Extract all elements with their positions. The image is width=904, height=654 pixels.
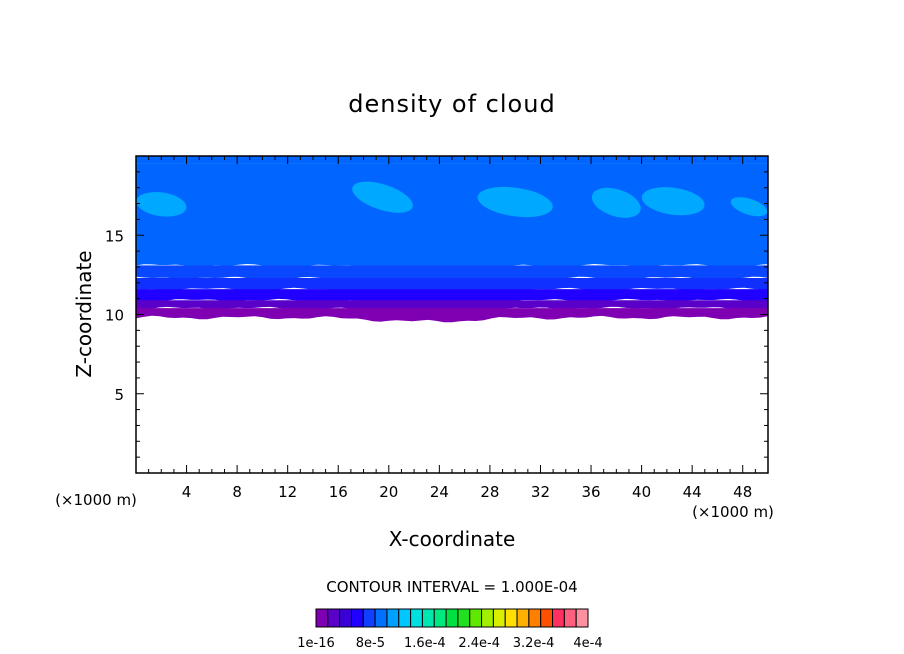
y-tick-label: 10 bbox=[105, 307, 124, 325]
cloud-patch bbox=[730, 197, 768, 217]
colorbar-swatch bbox=[350, 608, 364, 628]
cloud-band bbox=[136, 163, 768, 270]
cloud-band bbox=[136, 308, 768, 323]
x-tick-label: 32 bbox=[531, 483, 550, 501]
colorbar-swatch bbox=[492, 608, 506, 628]
colorbar-swatch bbox=[563, 608, 577, 628]
colorbar-label: 3.2e-4 bbox=[513, 636, 555, 651]
x-unit-right: (×1000 m) bbox=[692, 503, 774, 521]
colorbar-swatch bbox=[469, 608, 483, 628]
x-tick-label: 24 bbox=[430, 483, 449, 501]
x-tick-label: 8 bbox=[232, 483, 242, 501]
x-axis-label: X-coordinate bbox=[389, 527, 516, 551]
colorbar-swatch bbox=[445, 608, 459, 628]
x-axis-ticks: 4 8 12 16 20 24 28 32 36 40 44 48 bbox=[148, 156, 756, 501]
colorbar-swatch bbox=[504, 608, 518, 628]
contour-interval-text: CONTOUR INTERVAL = 1.000E-04 bbox=[326, 578, 577, 596]
colorbar-swatch bbox=[410, 608, 423, 628]
plot-frame bbox=[135, 155, 769, 474]
x-tick-label: 44 bbox=[683, 483, 702, 501]
colorbar-swatch bbox=[386, 608, 400, 628]
colorbar-swatch bbox=[552, 608, 565, 628]
colorbar-swatch bbox=[315, 608, 329, 628]
colorbar-swatch bbox=[339, 608, 352, 628]
colorbar-label: 2.4e-4 bbox=[458, 636, 500, 651]
cloud-patch bbox=[641, 187, 705, 216]
y-tick-label: 5 bbox=[114, 386, 124, 404]
y-tick-label: 15 bbox=[105, 227, 124, 245]
x-tick-label: 40 bbox=[632, 483, 651, 501]
colorbar-label: 8e-5 bbox=[356, 636, 385, 651]
cloud-patch bbox=[477, 186, 553, 218]
colorbar-labels: 1e-16 8e-5 1.6e-4 2.4e-4 3.2e-4 4e-4 bbox=[297, 636, 602, 651]
colorbar-swatch bbox=[516, 608, 530, 628]
colorbar-swatch bbox=[528, 608, 542, 628]
cloud-patch bbox=[591, 187, 641, 218]
cloud-band bbox=[136, 300, 768, 313]
x-tick-label: 36 bbox=[581, 483, 600, 501]
x-tick-label: 20 bbox=[379, 483, 398, 501]
x-tick-label: 28 bbox=[480, 483, 499, 501]
colorbar-label: 1e-16 bbox=[297, 636, 335, 651]
cloud-band bbox=[136, 289, 768, 305]
x-tick-label: 4 bbox=[182, 483, 192, 501]
x-unit-left: (×1000 m) bbox=[55, 491, 137, 509]
y-axis-ticks: 5 10 15 bbox=[105, 171, 768, 458]
x-tick-label: 12 bbox=[278, 483, 297, 501]
colorbar-swatch bbox=[327, 608, 341, 628]
x-tick-label: 48 bbox=[733, 483, 752, 501]
plot-area bbox=[136, 156, 768, 323]
cloud-patch bbox=[352, 181, 413, 213]
cloud-band bbox=[136, 278, 768, 294]
colorbar-swatch bbox=[362, 608, 376, 628]
colorbar-swatch bbox=[433, 608, 447, 628]
colorbar-swatch bbox=[575, 608, 589, 628]
chart-title: density of cloud bbox=[348, 90, 555, 118]
colorbar-swatch bbox=[421, 608, 435, 628]
colorbar bbox=[315, 608, 589, 628]
colorbar-swatch bbox=[540, 608, 554, 628]
colorbar-swatch bbox=[457, 608, 471, 628]
cloud-patch bbox=[136, 192, 187, 217]
colorbar-label: 1.6e-4 bbox=[404, 636, 446, 651]
colorbar-swatch bbox=[481, 608, 494, 628]
x-tick-label: 16 bbox=[329, 483, 348, 501]
y-axis-label: Z-coordinate bbox=[72, 250, 96, 377]
colorbar-label: 4e-4 bbox=[573, 636, 602, 651]
colorbar-swatch bbox=[398, 608, 412, 628]
colorbar-swatch bbox=[374, 608, 388, 628]
